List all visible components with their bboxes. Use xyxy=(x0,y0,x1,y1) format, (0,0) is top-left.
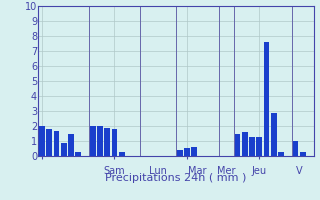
Bar xyxy=(242,132,248,156)
Bar xyxy=(184,148,190,156)
Bar xyxy=(119,152,124,156)
Bar xyxy=(278,152,284,156)
Bar xyxy=(75,152,81,156)
Text: Mer: Mer xyxy=(218,166,236,177)
Bar xyxy=(177,150,182,156)
Bar xyxy=(97,126,103,156)
Text: Mar: Mar xyxy=(188,166,207,177)
Bar xyxy=(46,129,52,156)
Bar xyxy=(292,141,298,156)
Text: Sam: Sam xyxy=(104,166,125,177)
Bar xyxy=(112,129,117,156)
Bar xyxy=(256,137,262,156)
Bar xyxy=(249,137,255,156)
Bar xyxy=(90,126,96,156)
Text: Jeu: Jeu xyxy=(252,166,267,177)
Bar xyxy=(68,134,74,156)
Bar xyxy=(264,42,269,156)
Bar xyxy=(271,112,277,156)
Bar xyxy=(300,152,306,156)
Bar xyxy=(61,142,67,156)
Text: V: V xyxy=(296,166,302,177)
Bar xyxy=(235,134,240,156)
Bar xyxy=(104,128,110,156)
Bar xyxy=(39,126,45,156)
Bar xyxy=(191,147,197,156)
Bar xyxy=(54,131,60,156)
Text: Lun: Lun xyxy=(149,166,167,177)
X-axis label: Précipitations 24h ( mm ): Précipitations 24h ( mm ) xyxy=(105,173,247,183)
